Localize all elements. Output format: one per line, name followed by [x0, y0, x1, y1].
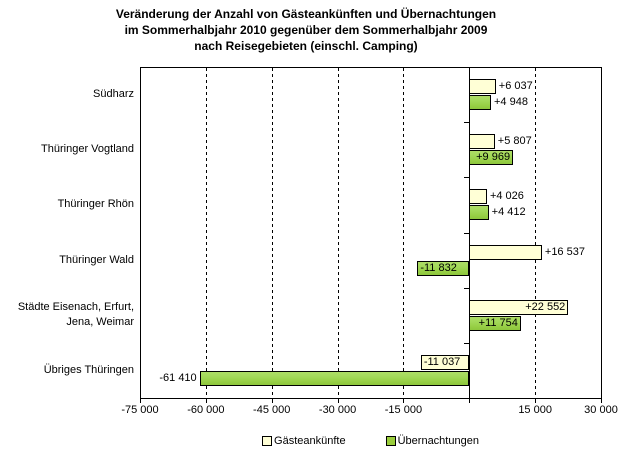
legend-label-gaesteankuenfte: Gästeankünfte: [274, 435, 346, 447]
uebernachtungen-swatch-icon: [385, 436, 396, 446]
bar-übernachtungen-2: [469, 205, 489, 220]
category-label-line: Thüringer Wald: [59, 254, 134, 266]
legend: Gästeankünfte Übernachtungen: [140, 435, 601, 447]
x-axis-tick: [403, 398, 405, 403]
gaesteankuenfte-swatch-icon: [262, 436, 273, 446]
bar-gästeankünfte-0: [469, 79, 496, 94]
value-label: +6 037: [498, 80, 533, 92]
category-label: Thüringer Wald: [0, 253, 134, 268]
value-label: +16 537: [544, 246, 585, 258]
bar-übernachtungen-1: [469, 150, 514, 165]
x-axis-tick-label: -15 000: [384, 404, 423, 416]
gridline: [337, 68, 339, 398]
bar-gästeankünfte-1: [469, 134, 495, 149]
category-label: Thüringer Rhön: [0, 197, 134, 212]
category-label-line: Thüringer Rhön: [57, 198, 134, 210]
legend-item-uebernachtungen: Übernachtungen: [385, 435, 479, 447]
x-axis-tick-label: -75 000: [121, 404, 159, 416]
bar-gästeankünfte-4: [469, 300, 569, 315]
x-axis-tick: [469, 398, 471, 403]
value-label: -61 410: [159, 372, 197, 384]
x-axis-tick-label: -60 000: [187, 404, 225, 416]
gridline: [403, 68, 405, 398]
category-label: Übriges Thüringen: [0, 363, 134, 378]
zero-axis-line: [469, 68, 471, 398]
x-axis-tick-label: 30 000: [584, 404, 618, 416]
category-label-line: Übriges Thüringen: [43, 364, 134, 376]
x-axis-tick-label: -30 000: [318, 404, 357, 416]
category-separator-tick: [464, 122, 470, 123]
value-label: +4 948: [494, 96, 528, 108]
bar-übernachtungen-5: [199, 371, 470, 386]
value-label: +9 969: [476, 151, 511, 163]
value-label: +11 754: [478, 317, 518, 329]
category-separator-tick: [464, 288, 470, 289]
value-label: -11 037: [423, 356, 461, 368]
gridline: [205, 68, 207, 398]
category-label-line: Thüringer Vogtland: [41, 143, 134, 155]
x-axis-tick: [337, 398, 339, 403]
value-label: +4 026: [489, 190, 524, 202]
bar-gästeankünfte-2: [469, 189, 487, 204]
chart-title-line-3: nach Reisegebieten (einschl. Camping): [194, 39, 418, 53]
gridline: [535, 68, 537, 398]
bar-übernachtungen-0: [469, 95, 491, 110]
category-separator-tick: [464, 177, 470, 178]
x-axis-tick: [205, 398, 207, 403]
chart-title: Veränderung der Anzahl von Gästeankünfte…: [0, 6, 612, 54]
legend-label-uebernachtungen: Übernachtungen: [397, 435, 479, 447]
legend-item-gaesteankuenfte: Gästeankünfte: [262, 435, 346, 447]
chart-title-line-1: Veränderung der Anzahl von Gästeankünfte…: [115, 7, 497, 21]
bar-gästeankünfte-3: [469, 245, 542, 260]
x-axis-tick: [140, 398, 141, 403]
value-label: +4 412: [491, 206, 526, 218]
chart-title-line-2: im Sommerhalbjahr 2010 gegenüber dem Som…: [124, 23, 488, 37]
x-axis-tick-label: -45 000: [253, 404, 291, 416]
category-separator-tick: [464, 343, 470, 344]
category-label: Thüringer Vogtland: [0, 142, 134, 157]
bar-übernachtungen-3: [417, 261, 470, 276]
category-label-line: Südharz: [93, 88, 134, 100]
value-label: +5 807: [497, 135, 532, 147]
x-axis-tick: [601, 398, 602, 403]
category-label-line: Jena, Weimar: [66, 316, 134, 328]
plot-area: [140, 67, 602, 399]
value-label: +22 552: [525, 301, 566, 313]
bar-gästeankünfte-5: [420, 355, 470, 370]
bar-übernachtungen-4: [469, 316, 521, 331]
value-label: -11 832: [420, 262, 457, 274]
category-separator-tick: [464, 233, 470, 234]
category-label-line: Städte Eisenach, Erfurt,: [17, 301, 134, 313]
category-label: Südharz: [0, 87, 134, 102]
gridline: [271, 68, 273, 398]
x-axis-tick: [535, 398, 537, 403]
category-label: Städte Eisenach, Erfurt, Jena, Weimar: [0, 300, 134, 330]
x-axis-tick: [271, 398, 273, 403]
x-axis-tick-label: 15 000: [518, 404, 552, 416]
